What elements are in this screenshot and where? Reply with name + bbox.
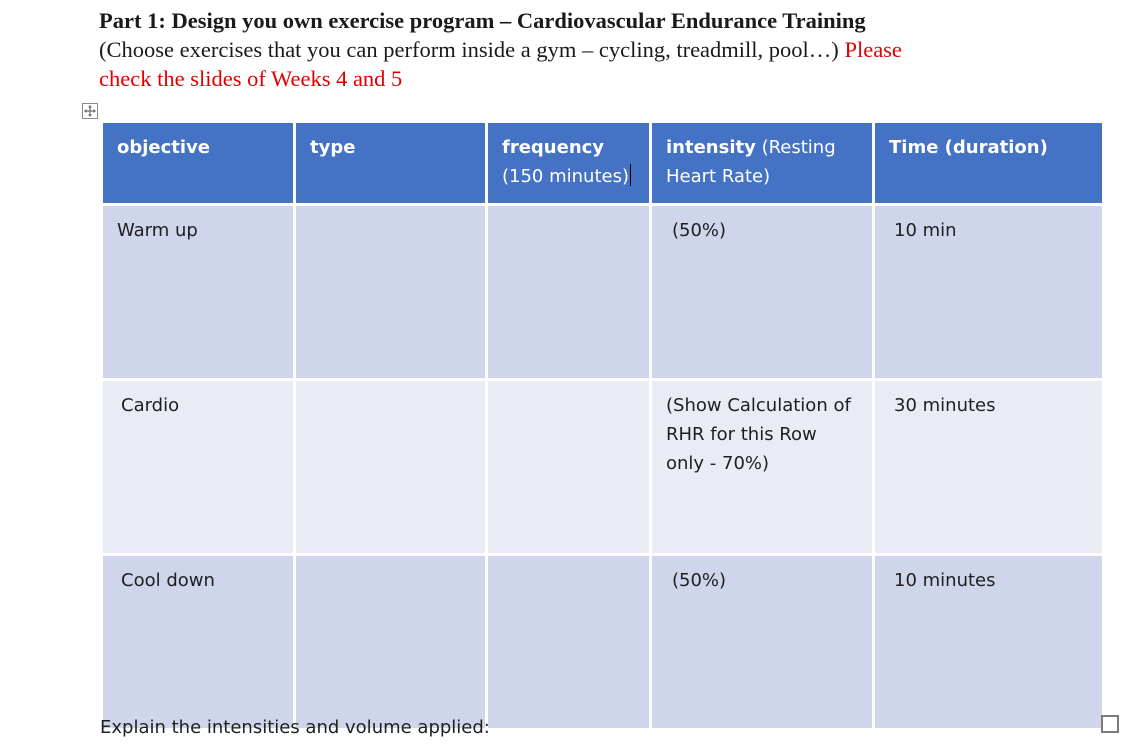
cell-type[interactable] [293, 203, 488, 381]
header-type[interactable]: type [293, 120, 488, 206]
cell-time[interactable]: 30 minutes [872, 378, 1105, 556]
instructions-text: (Choose exercises that you can perform i… [99, 37, 839, 62]
table-row-cool-down: Cool down (50%) 10 minutes [100, 553, 1105, 731]
table-move-handle-icon[interactable] [82, 103, 98, 119]
table-row-cardio: Cardio (Show Calculation of RHR for this… [100, 378, 1105, 556]
cell-type[interactable] [293, 553, 488, 731]
cell-objective[interactable]: Warm up [100, 203, 296, 381]
explain-prompt: Explain the intensities and volume appli… [100, 717, 490, 738]
table-header-row: objective type frequency (150 minutes) i… [100, 120, 1105, 206]
instructions-note-start: Please [844, 37, 902, 62]
table-resize-handle[interactable] [1101, 715, 1119, 733]
cell-time[interactable]: 10 minutes [872, 553, 1105, 731]
instructions-note-end: check the slides of Weeks 4 and 5 [99, 66, 403, 91]
header-time[interactable]: Time (duration) [872, 120, 1105, 206]
section-title: Part 1: Design you own exercise program … [99, 8, 866, 33]
cell-intensity[interactable]: (Show Calculation of RHR for this Row on… [649, 378, 875, 556]
table-row-warm-up: Warm up (50%) 10 min [100, 203, 1105, 381]
cell-intensity[interactable]: (50%) [649, 203, 875, 381]
cell-objective[interactable]: Cardio [100, 378, 296, 556]
cell-intensity[interactable]: (50%) [649, 553, 875, 731]
exercise-program-table: objective type frequency (150 minutes) i… [100, 120, 1105, 731]
cell-frequency[interactable] [485, 378, 652, 556]
cell-type[interactable] [293, 378, 488, 556]
cell-time[interactable]: 10 min [872, 203, 1105, 381]
header-intensity[interactable]: intensity (Resting Heart Rate) [649, 120, 875, 206]
cell-frequency[interactable] [485, 203, 652, 381]
section-instructions: (Choose exercises that you can perform i… [99, 35, 1099, 93]
document-heading: Part 1: Design you own exercise program … [99, 6, 1099, 93]
header-frequency[interactable]: frequency (150 minutes) [485, 120, 652, 206]
header-objective[interactable]: objective [100, 120, 296, 206]
text-cursor [629, 164, 631, 186]
cell-objective[interactable]: Cool down [100, 553, 296, 731]
cell-frequency[interactable] [485, 553, 652, 731]
